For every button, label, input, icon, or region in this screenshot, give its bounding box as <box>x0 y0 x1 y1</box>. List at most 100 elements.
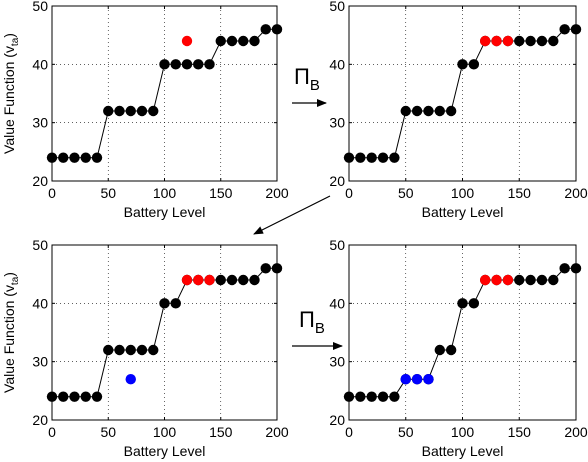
axes-frame <box>348 5 577 182</box>
data-point <box>423 105 434 117</box>
x-tick-label: 100 <box>153 185 177 201</box>
data-point <box>170 59 181 70</box>
data-point <box>548 274 559 286</box>
data-point <box>46 391 58 402</box>
data-point <box>525 35 536 47</box>
data-point <box>103 105 114 117</box>
data-point <box>411 373 423 385</box>
data-point <box>480 35 491 47</box>
x-tick-label: 50 <box>398 424 414 440</box>
data-point <box>58 152 69 163</box>
y-tick-label: 20 <box>32 412 48 428</box>
y-tick-label: 40 <box>32 56 48 72</box>
data-point <box>548 35 559 47</box>
x-axis-label: Battery Level <box>422 443 504 459</box>
data-point <box>343 391 355 402</box>
data-point <box>570 263 582 274</box>
data-point <box>80 152 91 163</box>
x-axis-label: Battery Level <box>124 443 206 459</box>
data-point <box>159 59 170 70</box>
x-tick-label: 100 <box>451 424 475 440</box>
y-tick-label: 40 <box>329 56 345 72</box>
data-point <box>148 105 159 117</box>
data-point <box>238 35 249 47</box>
data-point <box>136 344 148 356</box>
x-tick-label: 200 <box>265 185 289 201</box>
data-point <box>570 24 582 35</box>
data-point <box>377 152 389 163</box>
chart-panel-1: 0 50 100 150 200 20 30 40 50 Battery Level Value F… <box>1 0 289 220</box>
data-point <box>91 152 103 163</box>
data-point <box>480 274 491 286</box>
data-point <box>423 373 434 385</box>
x-axis-label: Battery Level <box>422 204 504 220</box>
data-point <box>181 35 193 47</box>
data-point <box>502 274 514 286</box>
data-point <box>148 344 159 356</box>
data-point <box>215 35 226 47</box>
y-tick-label: 20 <box>329 412 345 428</box>
y-tick-label: 40 <box>32 295 48 311</box>
data-point <box>69 391 80 402</box>
data-point <box>468 59 480 70</box>
y-tick-label: 20 <box>329 173 345 189</box>
data-point <box>260 24 271 35</box>
data-point <box>136 105 148 117</box>
x-tick-label: 100 <box>451 185 475 201</box>
data-point <box>204 274 215 286</box>
data-point <box>355 152 366 163</box>
plot-area <box>52 6 277 181</box>
plot-area <box>349 245 576 420</box>
data-point <box>204 59 215 70</box>
x-tick-label: 0 <box>345 185 353 201</box>
y-tick-label: 30 <box>329 115 345 131</box>
data-point <box>366 152 377 163</box>
data-point <box>411 105 423 117</box>
x-tick-label: 200 <box>265 424 289 440</box>
data-point <box>125 105 136 117</box>
data-point <box>559 24 570 35</box>
data-point <box>355 391 366 402</box>
data-point <box>260 263 271 274</box>
data-point <box>226 35 238 47</box>
x-tick-label: 50 <box>398 185 414 201</box>
data-point <box>271 24 283 35</box>
data-point <box>46 152 58 163</box>
data-point <box>80 391 91 402</box>
y-tick-label: 30 <box>32 354 48 370</box>
x-tick-label: 200 <box>564 185 588 201</box>
data-point <box>249 274 260 286</box>
data-point <box>249 35 260 47</box>
x-axis-label: Battery Level <box>124 204 206 220</box>
x-tick-label: 0 <box>48 185 56 201</box>
y-tick-label: 30 <box>32 115 48 131</box>
data-point <box>58 391 69 402</box>
x-tick-label: 50 <box>100 424 116 440</box>
y-tick-label: 50 <box>32 237 48 253</box>
data-point <box>457 298 468 309</box>
projection-label-bottom: ΠB <box>299 307 325 337</box>
x-tick-label: 200 <box>564 424 588 440</box>
data-point <box>125 373 136 385</box>
data-point <box>159 298 170 309</box>
data-point <box>238 274 249 286</box>
chart-panel-4: 0 50 100 150 200 20 30 40 50 Battery Level <box>329 237 587 459</box>
data-point <box>271 263 283 274</box>
data-point <box>114 105 125 117</box>
plot-area <box>349 6 576 181</box>
x-tick-label: 0 <box>345 424 353 440</box>
x-tick-label: 100 <box>153 424 177 440</box>
y-tick-label: 40 <box>329 295 345 311</box>
data-point <box>525 274 536 286</box>
plot-area <box>52 245 277 420</box>
projection-label-top: ΠB <box>294 64 320 94</box>
y-axis-label: Value Function (vta) <box>1 272 21 393</box>
data-point <box>103 344 114 356</box>
data-point <box>514 35 525 47</box>
y-tick-label: 50 <box>329 237 345 253</box>
x-tick-label: 150 <box>508 424 532 440</box>
data-point <box>181 59 193 70</box>
data-point <box>377 391 389 402</box>
x-tick-label: 0 <box>48 424 56 440</box>
